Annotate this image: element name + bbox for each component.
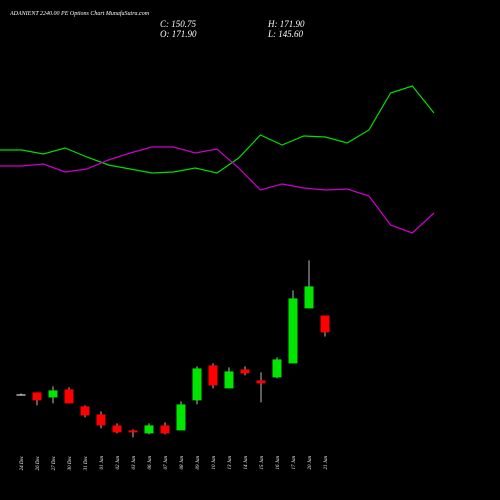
- x-tick-label: 07 Jan: [164, 456, 169, 470]
- x-tick-label: 15 Jan: [260, 456, 265, 470]
- x-tick-label: 09 Jan: [196, 456, 201, 470]
- candle-body: [144, 425, 154, 434]
- candle-body: [192, 368, 202, 401]
- candle-body: [224, 371, 234, 389]
- close-info: C: 150.75: [160, 19, 197, 29]
- low-info: L: 145.60: [267, 29, 304, 39]
- x-tick-label: 31 Dec: [84, 455, 89, 470]
- x-tick-label: 30 Dec: [68, 455, 73, 470]
- x-tick-label: 27 Dec: [52, 455, 57, 470]
- candle-body: [272, 359, 282, 378]
- x-tick-label: 02 Jan: [116, 456, 121, 470]
- candle-body: [112, 425, 122, 433]
- x-tick-label: 08 Jan: [180, 456, 185, 470]
- x-tick-label: 06 Jan: [148, 456, 153, 470]
- x-tick-label: 26 Dec: [36, 455, 41, 470]
- x-tick-label: 13 Jan: [228, 456, 233, 470]
- candle-body: [64, 389, 74, 404]
- candle-body: [32, 392, 42, 401]
- x-tick-label: 01 Jan: [100, 456, 105, 470]
- candle-body: [208, 365, 218, 386]
- x-tick-label: 14 Jan: [244, 456, 249, 470]
- candle-body: [304, 286, 314, 309]
- candle-body: [240, 369, 250, 374]
- x-tick-label: 24 Dec: [20, 455, 25, 470]
- candle-body: [288, 298, 298, 364]
- open-info: O: 171.90: [160, 29, 197, 39]
- candle-body: [48, 390, 58, 398]
- candle-body: [96, 414, 106, 426]
- indicator-line: [0, 85, 435, 174]
- candle-body: [176, 404, 186, 431]
- x-tick-label: 10 Jan: [212, 456, 217, 470]
- candle-body: [320, 315, 330, 333]
- candle-body: [80, 406, 90, 416]
- high-info: H: 171.90: [267, 19, 305, 29]
- x-tick-label: 17 Jan: [292, 456, 297, 470]
- candle-body: [16, 394, 26, 396]
- candle-body: [160, 425, 170, 434]
- x-tick-label: 21 Jan: [324, 456, 329, 470]
- candle-body: [128, 430, 138, 433]
- indicator-line: [0, 146, 435, 234]
- candle-body: [256, 380, 266, 384]
- x-tick-label: 20 Jan: [308, 456, 313, 470]
- chart-title: ADANIENT 2240.00 PE Options Chart Munafa…: [9, 10, 150, 17]
- x-tick-label: 16 Jan: [276, 456, 281, 470]
- x-tick-label: 03 Jan: [132, 456, 137, 470]
